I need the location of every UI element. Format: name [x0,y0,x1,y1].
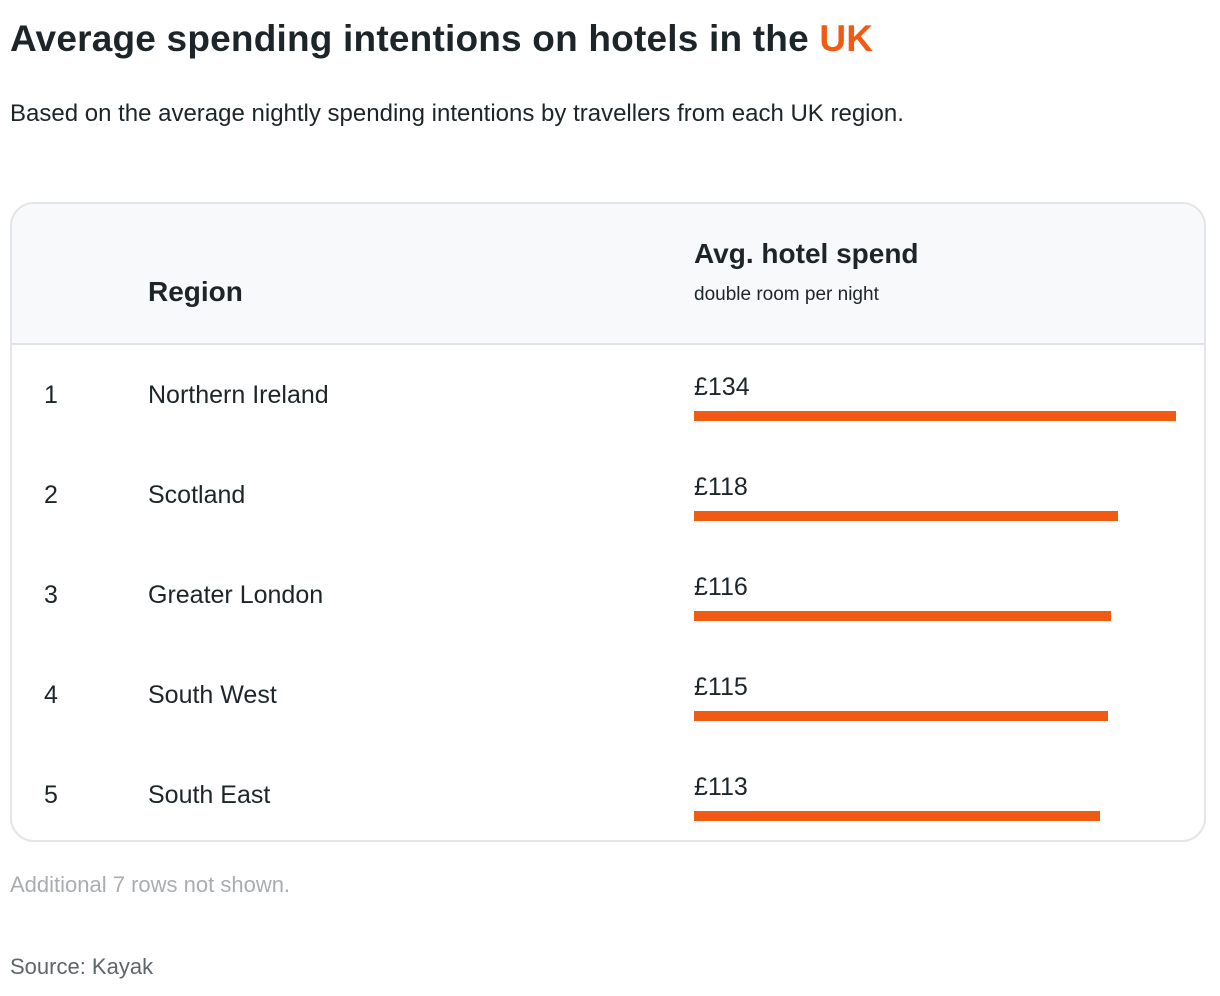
chart-title-highlight: UK [819,18,874,59]
spend-value-label: £116 [694,573,748,601]
spend-value-label: £118 [694,473,748,501]
bar-track [694,411,1176,421]
region-cell: Northern Ireland [148,381,329,409]
spend-column-subheader: double room per night [694,284,879,305]
chart-title-text: Average spending intentions on hotels in… [10,18,809,59]
spend-value-label: £113 [694,773,748,801]
table-header: Region Avg. hotel spend double room per … [12,204,1204,345]
region-cell: South West [148,681,277,709]
spend-bar [694,711,1108,721]
spend-value-label: £115 [694,673,748,701]
table-row: 2 Scotland £118 [12,445,1204,545]
spend-bar [694,411,1176,421]
table-row: 5 South East £113 [12,745,1204,840]
table-row: 1 Northern Ireland £134 [12,345,1204,445]
bar-track [694,511,1176,521]
rank-cell: 1 [44,381,58,409]
rank-cell: 4 [44,681,58,709]
table-row: 3 Greater London £116 [12,545,1204,645]
spend-column-header: Avg. hotel spend [694,238,919,269]
region-column-header: Region [148,276,243,307]
rank-cell: 5 [44,781,58,809]
bar-track [694,611,1176,621]
rank-cell: 2 [44,481,58,509]
rows-not-shown-note: Additional 7 rows not shown. [10,872,291,897]
ranking-table: Region Avg. hotel spend double room per … [10,202,1206,842]
bar-track [694,811,1176,821]
spend-bar [694,611,1111,621]
region-cell: Greater London [148,581,324,609]
spend-value-label: £134 [694,373,750,401]
table-row: 4 South West £115 [12,645,1204,745]
table-body: 1 Northern Ireland £134 2 Scotland £118 3 Great… [12,345,1204,840]
region-cell: South East [148,781,271,809]
bar-track [694,711,1176,721]
spend-bar [694,811,1100,821]
rank-cell: 3 [44,581,58,609]
spend-bar [694,511,1118,521]
source-note: Source: Kayak [10,954,154,979]
region-cell: Scotland [148,481,246,509]
chart-title: Average spending intentions on hotels in… [10,18,873,60]
chart-subtitle: Based on the average nightly spending in… [10,100,904,127]
